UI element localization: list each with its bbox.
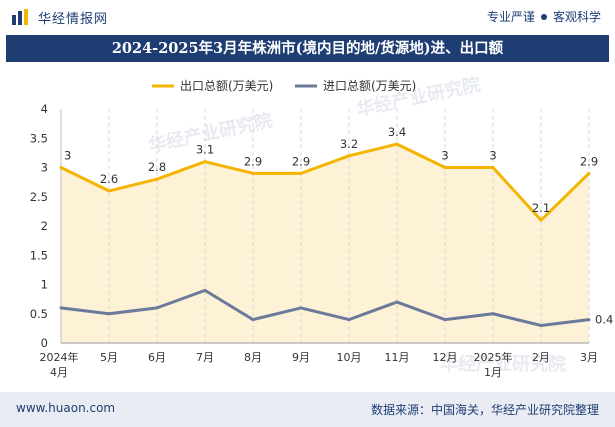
export-data-label: 2.1 xyxy=(532,201,550,215)
export-data-label: 2.9 xyxy=(580,154,598,168)
tagline: 专业严谨 客观科学 xyxy=(487,8,601,25)
data-source: 数据来源：中国海关，华经产业研究院整理 xyxy=(370,403,599,417)
export-data-label: 3.4 xyxy=(388,125,406,139)
import-data-point xyxy=(443,318,447,322)
export-data-label: 2.8 xyxy=(148,160,166,174)
export-data-point xyxy=(251,171,255,175)
import-data-point xyxy=(107,312,111,316)
watermark-text: 华经产业研究院 xyxy=(440,353,566,375)
x-tick-label: 7月 xyxy=(196,351,214,364)
y-tick-label: 2 xyxy=(41,219,48,233)
legend-label-import: 进口总额(万美元) xyxy=(323,79,416,93)
export-data-point xyxy=(203,160,207,164)
export-data-label: 3.2 xyxy=(340,137,358,151)
export-data-point xyxy=(443,166,447,169)
export-data-point xyxy=(107,189,111,193)
export-data-point xyxy=(299,171,303,175)
x-tick-label: 2024年 xyxy=(40,350,79,364)
export-data-point xyxy=(587,171,591,175)
export-data-label: 3.1 xyxy=(196,143,214,157)
x-tick-label: 1月 xyxy=(484,366,502,379)
export-data-label: 3 xyxy=(441,149,448,163)
x-tick-label: 2025年 xyxy=(474,350,513,364)
export-data-point xyxy=(395,142,399,146)
brand-name: 华经情报网 xyxy=(38,12,109,27)
export-data-point xyxy=(539,218,543,222)
export-series-line xyxy=(60,142,591,222)
import-data-point xyxy=(587,318,591,322)
x-tick-label: 10月 xyxy=(337,351,362,364)
header-bar: 华经情报网 专业严谨 客观科学 xyxy=(0,0,615,34)
x-tick-label: 5月 xyxy=(100,351,118,364)
x-tick-label: 9月 xyxy=(292,351,310,364)
y-tick-label: 4 xyxy=(41,102,48,116)
import-data-point xyxy=(491,312,495,316)
import-series-line xyxy=(60,288,590,327)
import-data-point xyxy=(155,306,159,310)
import-data-point xyxy=(299,306,303,310)
import-data-point xyxy=(539,323,543,327)
import-data-label: 0.4 xyxy=(595,313,613,327)
y-tick-label: 0.5 xyxy=(30,307,48,321)
import-data-point xyxy=(203,288,207,292)
export-data-point xyxy=(491,166,495,169)
import-data-point xyxy=(59,306,63,310)
x-tick-label: 4月 xyxy=(50,366,68,379)
logo-icon xyxy=(12,9,28,25)
y-tick-label: 3.5 xyxy=(30,131,48,145)
tagline-right: 客观科学 xyxy=(552,10,601,24)
y-tick-label: 1.5 xyxy=(30,248,48,262)
export-data-label: 2.9 xyxy=(244,154,262,168)
x-tick-label: 2月 xyxy=(532,351,550,364)
x-tick-label: 12月 xyxy=(433,351,458,364)
export-data-point xyxy=(155,177,159,181)
bullet-icon xyxy=(540,14,547,20)
export-data-label: 2.6 xyxy=(100,172,118,186)
title-bar: 2024-2025年3月年株洲市(境内目的地/货源地)进、出口额 xyxy=(6,35,609,62)
export-data-label: 3 xyxy=(489,149,496,163)
y-tick-label: 3 xyxy=(41,161,48,175)
export-data-point xyxy=(347,154,351,158)
legend-label-export: 出口总额(万美元) xyxy=(180,79,273,93)
footer-url: www.huaon.com xyxy=(16,401,116,415)
export-data-point xyxy=(59,166,63,169)
tagline-left: 专业严谨 xyxy=(486,10,535,24)
import-data-point xyxy=(251,318,255,322)
import-data-point xyxy=(395,300,399,304)
x-tick-label: 6月 xyxy=(148,351,166,364)
footer-bar: www.huaon.com 数据来源：中国海关，华经产业研究院整理 xyxy=(0,392,615,427)
y-tick-label: 0 xyxy=(41,336,48,350)
x-tick-label: 3月 xyxy=(580,351,598,364)
y-tick-label: 2.5 xyxy=(30,190,48,204)
export-data-label: 3 xyxy=(64,149,71,163)
x-tick-label: 8月 xyxy=(244,351,262,364)
chart-title: 2024-2025年3月年株洲市(境内目的地/货源地)进、出口额 xyxy=(111,40,504,57)
export-data-label: 2.9 xyxy=(292,154,310,168)
import-data-point xyxy=(347,318,351,322)
y-tick-label: 1 xyxy=(41,278,48,292)
x-tick-label: 11月 xyxy=(385,351,410,364)
